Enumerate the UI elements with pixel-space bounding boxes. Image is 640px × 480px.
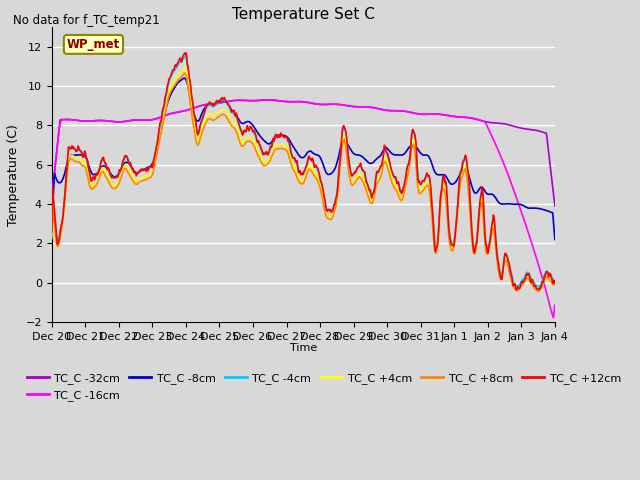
Legend: TC_C -32cm, TC_C -16cm, TC_C -8cm, TC_C -4cm, TC_C +4cm, TC_C +8cm, TC_C +12cm: TC_C -32cm, TC_C -16cm, TC_C -8cm, TC_C … xyxy=(22,369,625,405)
Title: Temperature Set C: Temperature Set C xyxy=(232,7,375,22)
Text: No data for f_TC_temp21: No data for f_TC_temp21 xyxy=(13,14,159,27)
Y-axis label: Temperature (C): Temperature (C) xyxy=(7,124,20,226)
X-axis label: Time: Time xyxy=(290,343,317,353)
Text: WP_met: WP_met xyxy=(67,38,120,51)
